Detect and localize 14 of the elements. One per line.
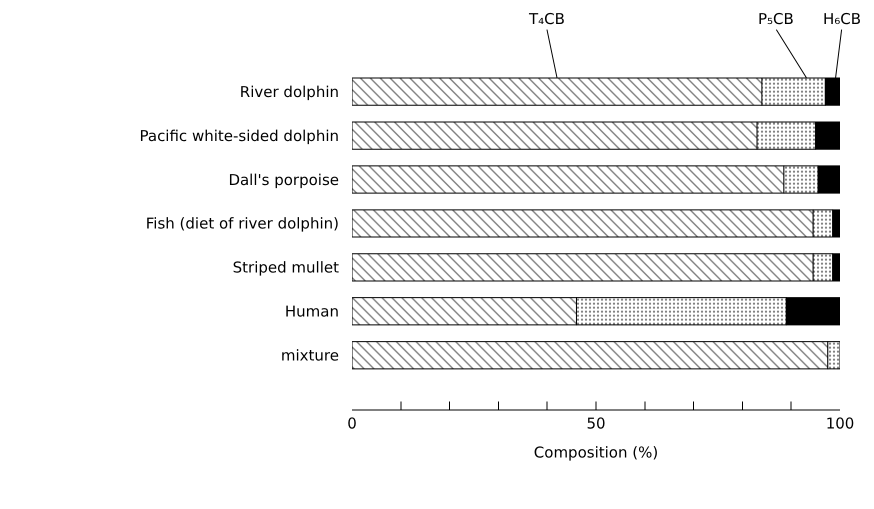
text: P₅CB: [758, 10, 794, 28]
x-tick-label: 100: [826, 414, 854, 432]
x-tick-label: 50: [586, 414, 606, 432]
y-tick-label: Human: [284, 302, 339, 321]
y-tick-label: mixture: [280, 346, 339, 364]
y-tick-label: Fish (diet of river dolphin): [146, 214, 339, 233]
text: H₆CB: [823, 10, 862, 28]
text: T₄CB: [528, 10, 565, 28]
x-tick-label: 0: [347, 414, 357, 432]
x-axis-title: Composition (%): [534, 443, 658, 462]
y-tick-label: Pacific white-sided dolphin: [140, 126, 339, 145]
y-tick-label: River dolphin: [240, 82, 339, 101]
y-tick-label: Dall's porpoise: [228, 170, 339, 189]
y-tick-label: Striped mullet: [232, 258, 340, 277]
